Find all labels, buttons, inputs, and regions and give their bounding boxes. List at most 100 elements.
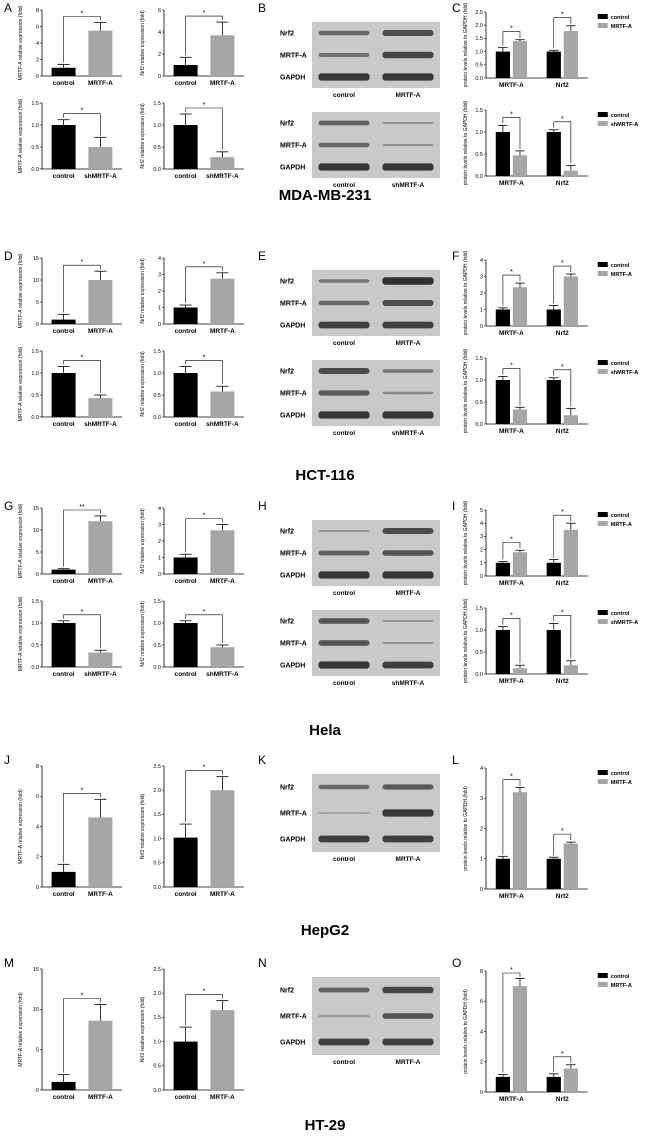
y-axis-label: Nrf2 relative expression (fold): [140, 794, 146, 860]
y-tick-label: 3: [480, 796, 483, 802]
x-tick-label: MRTF-A: [499, 82, 524, 89]
bar: [495, 562, 511, 576]
significance-bracket: [185, 614, 223, 643]
y-tick-label: 6: [36, 24, 39, 30]
significance-bracket: [185, 770, 223, 823]
legend-swatch: [597, 121, 608, 126]
legend-label: control: [611, 361, 630, 367]
x-tick-label: MRTF-A: [210, 578, 235, 585]
y-tick-label: 1.0: [475, 378, 483, 384]
x-tick-label: shMRTF-A: [84, 173, 117, 180]
significance-bracket: [185, 360, 223, 385]
blot-band: [382, 73, 434, 81]
significance-star: *: [203, 10, 206, 17]
y-tick-label: 10: [33, 1007, 39, 1013]
blot-band: [382, 784, 434, 790]
qpcr-chart: Nrf2 relative expression (fold) 0 1 2 3 4 cont…: [140, 506, 244, 585]
blot-band: [382, 550, 434, 556]
significance-star: *: [561, 1051, 564, 1058]
significance-bracket: [502, 618, 521, 664]
blot-band: [318, 142, 370, 148]
blot-band: [382, 835, 434, 843]
y-tick-label: 1.5: [31, 599, 39, 605]
blot-band: [318, 321, 370, 329]
y-axis-label: MRTF-A relative expression (fold): [18, 98, 24, 173]
x-tick-label: Nrf2: [556, 82, 569, 89]
blot-lane-label: control: [333, 92, 355, 99]
wb-quant-chart: protein levels relative to GAPDH (fold) 0…: [463, 250, 632, 337]
y-tick-label: 3: [158, 522, 161, 528]
legend-label: control: [611, 974, 630, 980]
qpcr-chart: Nrf2 relative expression (fold) 0.0 0.5 1.0…: [140, 101, 244, 180]
qpcr-chart: MRTF-A relative expression (fold) 0 2 4 6 8 co…: [18, 764, 122, 898]
blot-lane-label: MRTF-A: [396, 590, 421, 597]
y-tick-label: 2.0: [475, 23, 483, 29]
blot-band: [318, 661, 370, 669]
bar: [546, 630, 561, 674]
y-tick-label: 0.5: [153, 1064, 161, 1070]
western-blot: Nrf2 MRTF-A GAPDH control MRTF-A: [280, 520, 440, 597]
significance-star: *: [510, 362, 513, 369]
significance-star: *: [203, 354, 206, 361]
significance-bracket: [553, 265, 572, 304]
legend-label: control: [611, 611, 630, 617]
blot-band: [382, 661, 434, 669]
y-axis-label: Nrf2 relative expression (fold): [140, 601, 146, 667]
bar: [173, 65, 198, 76]
x-tick-label: Nrf2: [556, 678, 569, 685]
significance-bracket: [502, 972, 521, 1073]
blot-lane-label: control: [333, 340, 355, 347]
bar: [51, 569, 76, 574]
y-tick-label: 1.5: [153, 101, 161, 107]
bar: [495, 630, 511, 674]
blot-row-label: Nrf2: [280, 988, 294, 995]
y-tick-label: 2: [158, 52, 161, 58]
blot-row-label: MRTF-A: [280, 143, 307, 150]
bar: [512, 155, 528, 176]
bar: [546, 309, 561, 326]
legend-swatch: [597, 369, 608, 374]
x-tick-label: MRTF-A: [499, 678, 524, 685]
legend-swatch: [597, 982, 608, 987]
blot-band: [318, 1038, 370, 1046]
y-tick-label: 0: [36, 1088, 39, 1094]
legend-label: MRTF-A: [611, 522, 632, 528]
panel-letter: O: [452, 956, 461, 970]
bar: [88, 817, 113, 887]
x-tick-label: MRTF-A: [499, 580, 524, 587]
legend-swatch: [597, 360, 608, 365]
y-axis-label: protein levels relative to GAPDH (fold): [463, 100, 469, 185]
y-tick-label: 0: [36, 572, 39, 578]
y-tick-label: 6: [36, 794, 39, 800]
significance-star: *: [81, 108, 84, 115]
x-tick-label: MRTF-A: [88, 891, 113, 898]
y-axis-label: MRTF-A relative expression (fold): [18, 253, 24, 328]
blot-band: [318, 163, 370, 171]
y-tick-label: 0.0: [153, 415, 161, 421]
qpcr-chart: Nrf2 relative expression (fold) 0.0 0.5 1.0…: [140, 599, 244, 678]
qpcr-chart: Nrf2 relative expression (fold) 0.0 0.5 1.0…: [140, 967, 244, 1101]
y-axis-label: MRTF-A relative expression (fold): [18, 992, 24, 1067]
wb-quant-chart: protein levels relative to GAPDH (fold) 0…: [463, 100, 638, 187]
wb-quant-chart: protein levels relative to GAPDH (fold) 0…: [463, 598, 638, 685]
panel-letter: G: [4, 499, 13, 513]
y-tick-label: 8: [36, 764, 39, 770]
wb-quant-chart: protein levels relative to GAPDH (fold) 0…: [463, 967, 632, 1103]
qpcr-chart: MRTF-A relative expression (fold) 0 5 10 15 c…: [18, 253, 122, 335]
significance-bracket: [185, 266, 223, 304]
significance-bracket: [553, 615, 572, 659]
blot-band: [318, 53, 370, 57]
legend-label: MRTF-A: [611, 272, 632, 278]
x-tick-label: MRTF-A: [499, 180, 524, 187]
legend-label: MRTF-A: [611, 780, 632, 786]
blot-band: [318, 279, 370, 283]
panel-letter: E: [258, 249, 266, 263]
y-tick-label: 2.5: [475, 10, 483, 16]
y-tick-label: 1.0: [31, 371, 39, 377]
x-tick-label: shMRTF-A: [206, 671, 239, 678]
y-tick-label: 1: [480, 561, 483, 567]
blot-band: [382, 300, 434, 306]
x-tick-label: MRTF-A: [210, 328, 235, 335]
blot-band: [318, 618, 370, 624]
